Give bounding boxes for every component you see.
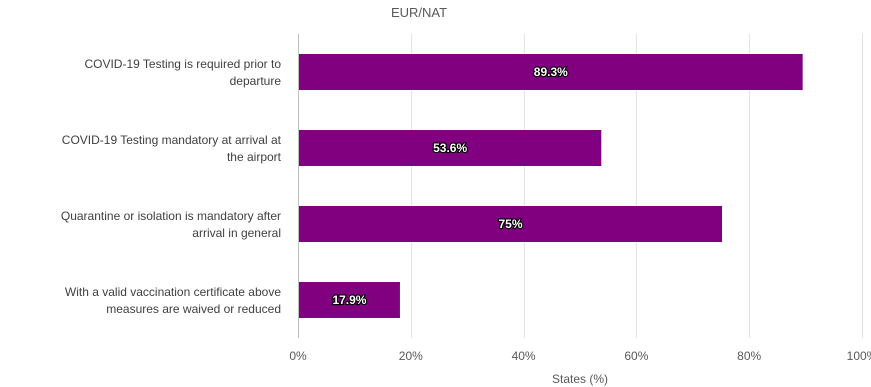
x-tick-label: 100%	[847, 349, 871, 363]
x-tick-label: 60%	[624, 349, 648, 363]
x-tick-labels: 0% 20% 40% 60% 80% 100%	[289, 349, 871, 363]
x-tick-label: 40%	[512, 349, 536, 363]
data-label: 53.6%	[433, 141, 467, 155]
x-tick-label: 80%	[737, 349, 761, 363]
category-label: COVID-19 Testing mandatory at arrival at…	[62, 133, 282, 164]
data-label: 89.3%	[534, 65, 568, 79]
x-tick-label: 0%	[289, 349, 307, 363]
x-tick-label: 20%	[399, 349, 423, 363]
bar	[299, 54, 803, 90]
chart-title: EUR/NAT	[391, 5, 447, 20]
x-axis-title: States (%)	[552, 372, 608, 386]
category-labels: COVID-19 Testing is required prior to dep…	[61, 57, 282, 316]
category-label: With a valid vaccination certificate abo…	[65, 285, 281, 316]
bars: 89.3% 53.6% 75% 17.9%	[299, 54, 803, 318]
bar	[299, 130, 602, 166]
bar	[299, 282, 400, 318]
data-label: 17.9%	[332, 293, 366, 307]
data-label: 75%	[498, 217, 522, 231]
category-label: COVID-19 Testing is required prior to dep…	[84, 57, 281, 88]
bar	[299, 206, 722, 242]
category-label: Quarantine or isolation is mandatory aft…	[61, 209, 281, 240]
